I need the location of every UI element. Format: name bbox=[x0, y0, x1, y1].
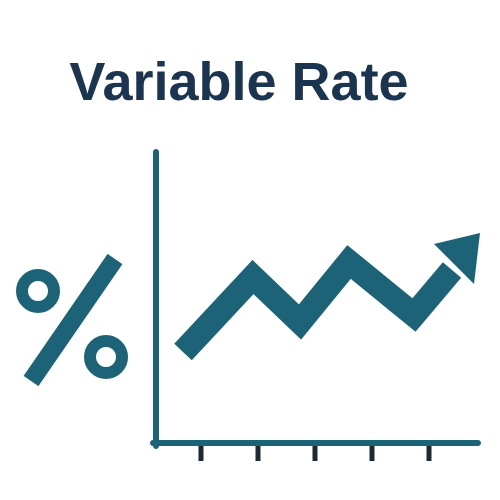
chart-axes-icon bbox=[150, 149, 481, 461]
percent-slash bbox=[23, 253, 123, 387]
percent-bottom-circle bbox=[84, 335, 128, 379]
x-axis-ticks bbox=[198, 446, 432, 461]
percent-icon bbox=[16, 253, 128, 387]
trend-line bbox=[174, 245, 462, 361]
trend-arrowhead bbox=[434, 233, 480, 284]
title: Variable Rate bbox=[69, 52, 409, 112]
percent-top-circle bbox=[16, 269, 60, 313]
trend-up-arrow-icon bbox=[174, 233, 480, 361]
